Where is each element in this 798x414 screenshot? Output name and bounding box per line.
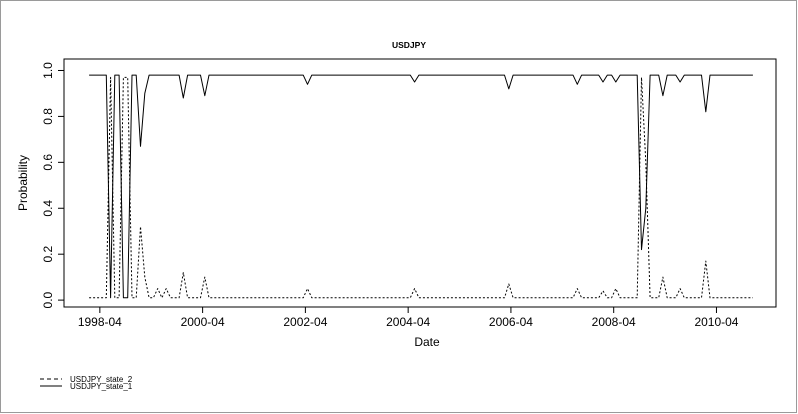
legend-label-state-1: USDJPY_state_1 (70, 382, 133, 391)
y-tick-label: 0.8 (41, 108, 55, 125)
y-axis: 0.0 0.2 0.4 0.6 0.8 1.0 (41, 62, 64, 308)
series-line-usdjpy-state-2 (89, 76, 753, 299)
legend-label-state-2: USDJPY_state_2 (70, 375, 133, 384)
y-tick-label: 0.6 (41, 154, 55, 171)
x-axis: 1998-04 2000-04 2002-04 2004-04 2006-04 2008-… (78, 307, 739, 329)
series-group (89, 74, 753, 299)
x-tick-label: 2006-04 (489, 315, 533, 329)
y-tick-label: 1.0 (41, 62, 55, 79)
legend: USDJPY_state_2 USDJPY_state_1 (40, 375, 133, 391)
x-axis-title: Date (414, 335, 440, 349)
x-tick-label: 2008-04 (592, 315, 636, 329)
y-tick-label: 0.2 (41, 246, 55, 263)
y-tick-label: 0.4 (41, 200, 55, 217)
series-line-usdjpy-state-1 (89, 74, 753, 299)
plot-area-border (63, 58, 777, 308)
chart-title: USDJPY (392, 40, 426, 50)
x-tick-label: 2000-04 (181, 315, 225, 329)
y-axis-title: Probability (16, 155, 30, 211)
x-tick-label: 2004-04 (386, 315, 430, 329)
x-tick-label: 2002-04 (283, 315, 327, 329)
y-tick-label: 0.0 (41, 291, 55, 308)
x-tick-label: 2010-04 (694, 315, 738, 329)
x-tick-label: 1998-04 (78, 315, 122, 329)
